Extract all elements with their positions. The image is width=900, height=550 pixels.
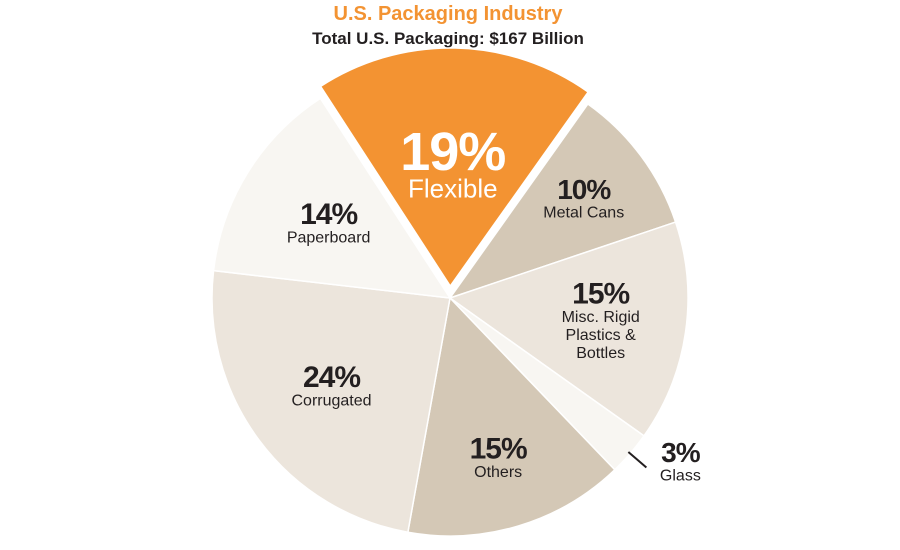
slice-value-label: 19% xyxy=(400,122,505,182)
pie-slice-flexible xyxy=(319,47,590,288)
leader-line-glass xyxy=(627,451,648,469)
pie-slice-metal-cans xyxy=(448,102,677,300)
slice-category-label: Others xyxy=(474,464,522,481)
pie-slice-corrugated xyxy=(211,269,451,534)
slice-category-label: Paperboard xyxy=(287,229,371,246)
slice-category-label: Bottles xyxy=(576,345,625,362)
slice-category-label: Glass xyxy=(660,467,701,484)
slice-category-label: Corrugated xyxy=(292,393,372,410)
chart-title: U.S. Packaging Industry xyxy=(334,3,564,25)
chart-subtitle: Total U.S. Packaging: $167 Billion xyxy=(312,29,584,48)
slice-value-label: 24% xyxy=(303,361,360,394)
pie-slice-paperboard xyxy=(212,97,452,299)
slice-value-label: 14% xyxy=(300,198,357,231)
slice-category-label: Metal Cans xyxy=(543,205,624,222)
slice-category-label: Plastics & xyxy=(566,327,637,344)
pie-slice-misc-rigid-plastics-bottles xyxy=(448,221,689,437)
slice-category-label: Misc. Rigid xyxy=(562,309,640,326)
slice-value-label: 15% xyxy=(572,277,629,310)
pie-slices xyxy=(211,47,689,537)
slice-value-label: 10% xyxy=(557,174,611,205)
slice-value-label: 3% xyxy=(661,437,701,468)
slice-value-label: 15% xyxy=(470,433,527,466)
pie-slice-others xyxy=(406,296,616,537)
slice-category-label: Flexible xyxy=(408,174,498,204)
